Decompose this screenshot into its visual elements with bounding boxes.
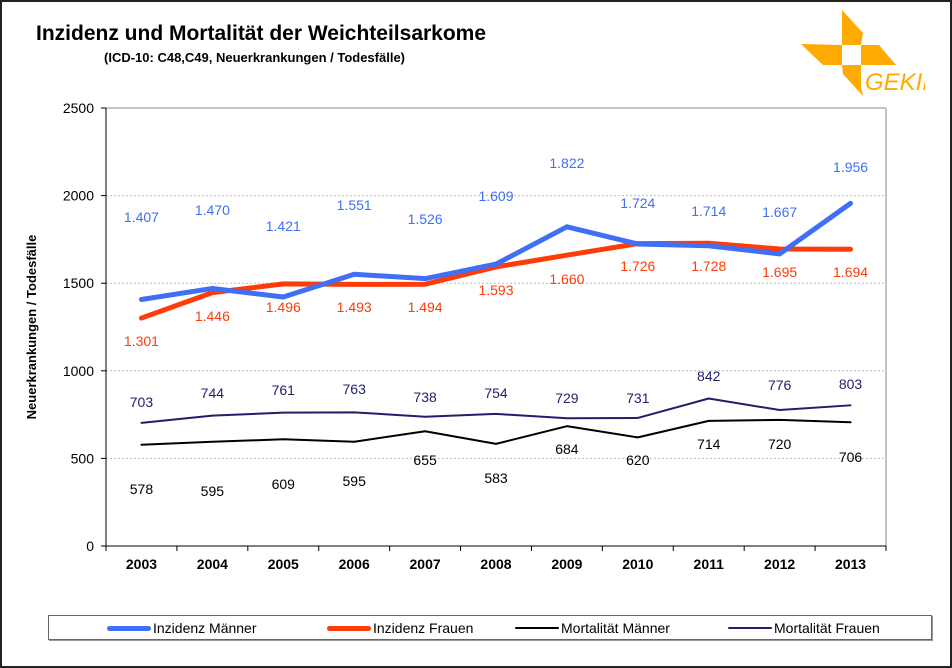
legend-swatch bbox=[327, 625, 371, 631]
data-label: 655 bbox=[413, 452, 437, 468]
data-label: 578 bbox=[130, 481, 154, 497]
x-tick-label: 2013 bbox=[835, 556, 866, 572]
data-label: 1.694 bbox=[833, 264, 868, 280]
data-label: 754 bbox=[484, 385, 508, 401]
y-tick-label: 500 bbox=[71, 450, 95, 466]
data-label: 595 bbox=[201, 483, 225, 499]
data-label: 595 bbox=[343, 473, 367, 489]
y-tick-label: 0 bbox=[86, 538, 94, 554]
series-line-mortalität-frauen bbox=[140, 397, 852, 424]
data-label: 1.728 bbox=[691, 258, 726, 274]
data-label: 763 bbox=[343, 381, 367, 397]
x-tick-label: 2004 bbox=[197, 556, 228, 572]
data-label: 1.446 bbox=[195, 308, 230, 324]
x-tick-label: 2006 bbox=[339, 556, 370, 572]
data-label: 776 bbox=[768, 377, 792, 393]
data-label: 1.494 bbox=[408, 299, 443, 315]
y-tick-label: 1000 bbox=[63, 363, 94, 379]
data-label: 1.301 bbox=[124, 333, 159, 349]
data-label: 706 bbox=[839, 449, 863, 465]
x-tick-label: 2012 bbox=[764, 556, 795, 572]
data-label: 1.667 bbox=[762, 204, 797, 220]
legend-item-mortalitaet-frauen: Mortalität Frauen bbox=[728, 620, 880, 636]
data-label: 842 bbox=[697, 368, 721, 384]
y-tick-label: 1500 bbox=[63, 275, 94, 291]
legend-label: Mortalität Männer bbox=[561, 620, 670, 636]
svg-text:GEKID: GEKID bbox=[865, 69, 925, 96]
y-tick-label: 2500 bbox=[63, 100, 94, 116]
data-label: 1.593 bbox=[478, 282, 513, 298]
data-label: 1.724 bbox=[620, 195, 655, 211]
data-label: 620 bbox=[626, 452, 650, 468]
data-label: 803 bbox=[839, 376, 863, 392]
data-label: 1.726 bbox=[620, 258, 655, 274]
legend-label: Inzidenz Frauen bbox=[373, 620, 474, 636]
series-line-inzidenz-frauen bbox=[138, 240, 854, 321]
legend-item-mortalitaet-maenner: Mortalität Männer bbox=[515, 620, 670, 636]
data-label: 1.822 bbox=[549, 155, 584, 171]
legend-label: Mortalität Frauen bbox=[774, 620, 880, 636]
x-tick-label: 2011 bbox=[694, 556, 725, 572]
x-tick-label: 2009 bbox=[551, 556, 582, 572]
data-label: 684 bbox=[555, 441, 579, 457]
data-label: 720 bbox=[768, 436, 792, 452]
data-label: 761 bbox=[272, 382, 296, 398]
data-label: 729 bbox=[555, 390, 579, 406]
x-tick-label: 2010 bbox=[622, 556, 653, 572]
data-label: 703 bbox=[130, 394, 154, 410]
data-label: 583 bbox=[484, 470, 508, 486]
data-label: 1.609 bbox=[478, 188, 513, 204]
data-label: 1.956 bbox=[833, 159, 868, 175]
data-label: 1.496 bbox=[266, 299, 301, 315]
legend-swatch bbox=[107, 625, 151, 631]
data-label: 714 bbox=[697, 436, 721, 452]
data-label: 1.526 bbox=[408, 211, 443, 227]
x-tick-label: 2007 bbox=[410, 556, 441, 572]
data-label: 1.660 bbox=[549, 271, 584, 287]
x-tick-label: 2008 bbox=[480, 556, 511, 572]
data-label: 731 bbox=[626, 390, 650, 406]
legend-item-inzidenz-frauen: Inzidenz Frauen bbox=[327, 620, 473, 636]
data-label: 744 bbox=[201, 385, 225, 401]
y-tick-label: 2000 bbox=[63, 188, 94, 204]
y-axis-label: Neuerkrankungen / Todesfälle bbox=[24, 235, 39, 420]
data-label: 1.470 bbox=[195, 202, 230, 218]
data-label: 609 bbox=[272, 476, 296, 492]
legend-item-inzidenz-maenner: Inzidenz Männer bbox=[107, 620, 257, 636]
legend-label: Inzidenz Männer bbox=[153, 620, 257, 636]
series-line-mortalität-männer bbox=[140, 418, 852, 446]
data-label: 1.407 bbox=[124, 209, 159, 225]
legend: Inzidenz Männer Inzidenz Frauen Mortalit… bbox=[48, 615, 932, 640]
data-label: 1.551 bbox=[337, 197, 372, 213]
x-tick-label: 2005 bbox=[268, 556, 299, 572]
x-tick-label: 2003 bbox=[126, 556, 157, 572]
chart-subtitle: (ICD-10: C48,C49, Neuerkrankungen / Tode… bbox=[104, 50, 406, 65]
chart-title: Inzidenz und Mortalität der Weichteilsar… bbox=[36, 22, 487, 45]
data-label: 738 bbox=[413, 389, 437, 405]
gekid-logo: GEKID bbox=[801, 10, 925, 96]
data-label: 1.695 bbox=[762, 264, 797, 280]
legend-swatch bbox=[515, 627, 559, 629]
data-label: 1.493 bbox=[337, 299, 372, 315]
legend-swatch bbox=[728, 627, 772, 629]
data-label: 1.714 bbox=[691, 203, 726, 219]
data-label: 1.421 bbox=[266, 218, 301, 234]
